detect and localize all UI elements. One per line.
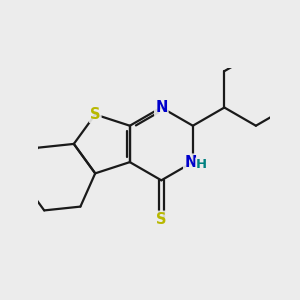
Text: S: S bbox=[156, 212, 166, 227]
Text: H: H bbox=[196, 158, 207, 171]
Text: N: N bbox=[184, 154, 196, 169]
Text: N: N bbox=[155, 100, 167, 115]
Text: S: S bbox=[90, 107, 101, 122]
